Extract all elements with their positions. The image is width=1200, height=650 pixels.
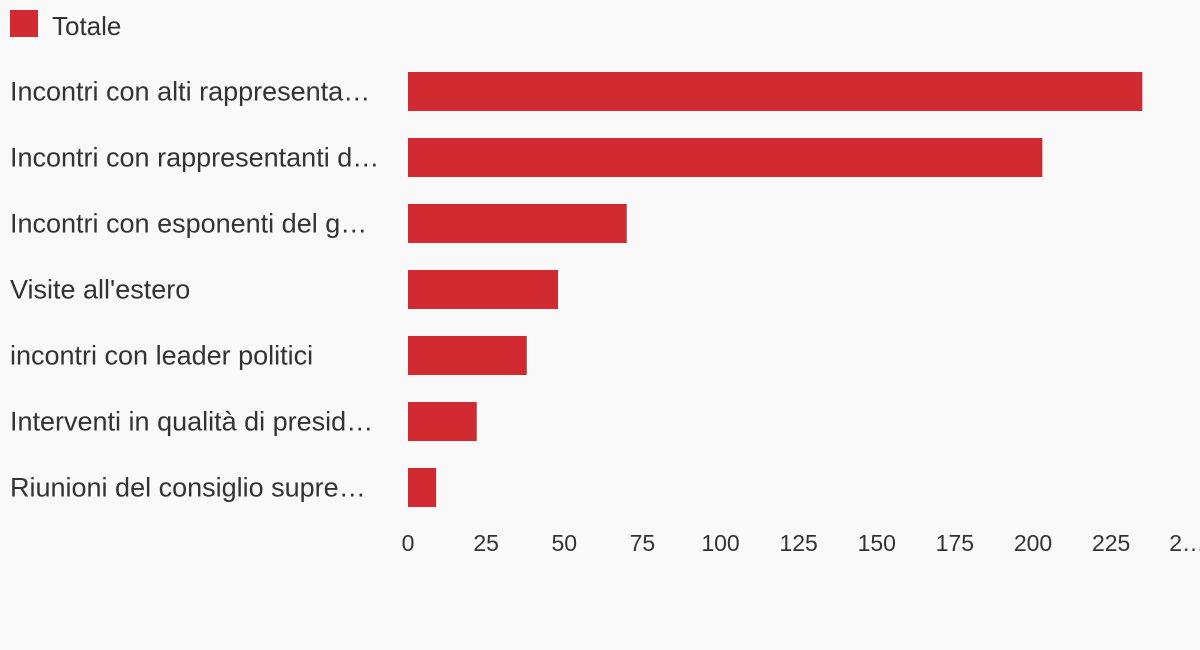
x-tick-label: 150 [858,530,896,556]
bar-6[interactable] [408,402,477,441]
x-tick-label: 25 [473,530,499,556]
x-tick-label: 125 [779,530,817,556]
x-tick-label: 0 [402,530,415,556]
category-labels-group: Incontri con alti rappresenta… Incontri c… [10,77,379,503]
bar-3[interactable] [408,204,627,243]
x-tick-label: 100 [701,530,739,556]
chart-legend: Totale [10,9,122,42]
x-tick-label: 75 [630,530,656,556]
bar-5[interactable] [408,336,527,375]
category-label: Incontri con esponenti del g… [10,209,367,239]
category-label: Incontri con alti rappresenta… [10,77,370,107]
bar-4[interactable] [408,270,558,309]
bar-1[interactable] [408,72,1143,111]
x-tick-label: 2… [1169,530,1200,556]
x-tick-label: 175 [936,530,974,556]
category-label: Riunioni del consiglio supre… [10,473,366,503]
bar-2[interactable] [408,138,1043,177]
x-tick-label: 200 [1014,530,1052,556]
x-tick-label: 225 [1092,530,1130,556]
category-label: Interventi in qualità di presid… [10,407,373,437]
legend-swatch [10,9,38,37]
bar-7[interactable] [408,468,437,507]
category-label: incontri con leader politici [10,341,313,371]
legend-label: Totale [52,11,122,41]
category-label: Incontri con rappresentanti d… [10,143,379,173]
category-label: Visite all'estero [10,275,190,305]
x-axis-ticks-group: 0 25 50 75 100 125 150 175 200 225 2… [402,530,1200,556]
bars-group [408,72,1143,507]
x-tick-label: 50 [551,530,577,556]
